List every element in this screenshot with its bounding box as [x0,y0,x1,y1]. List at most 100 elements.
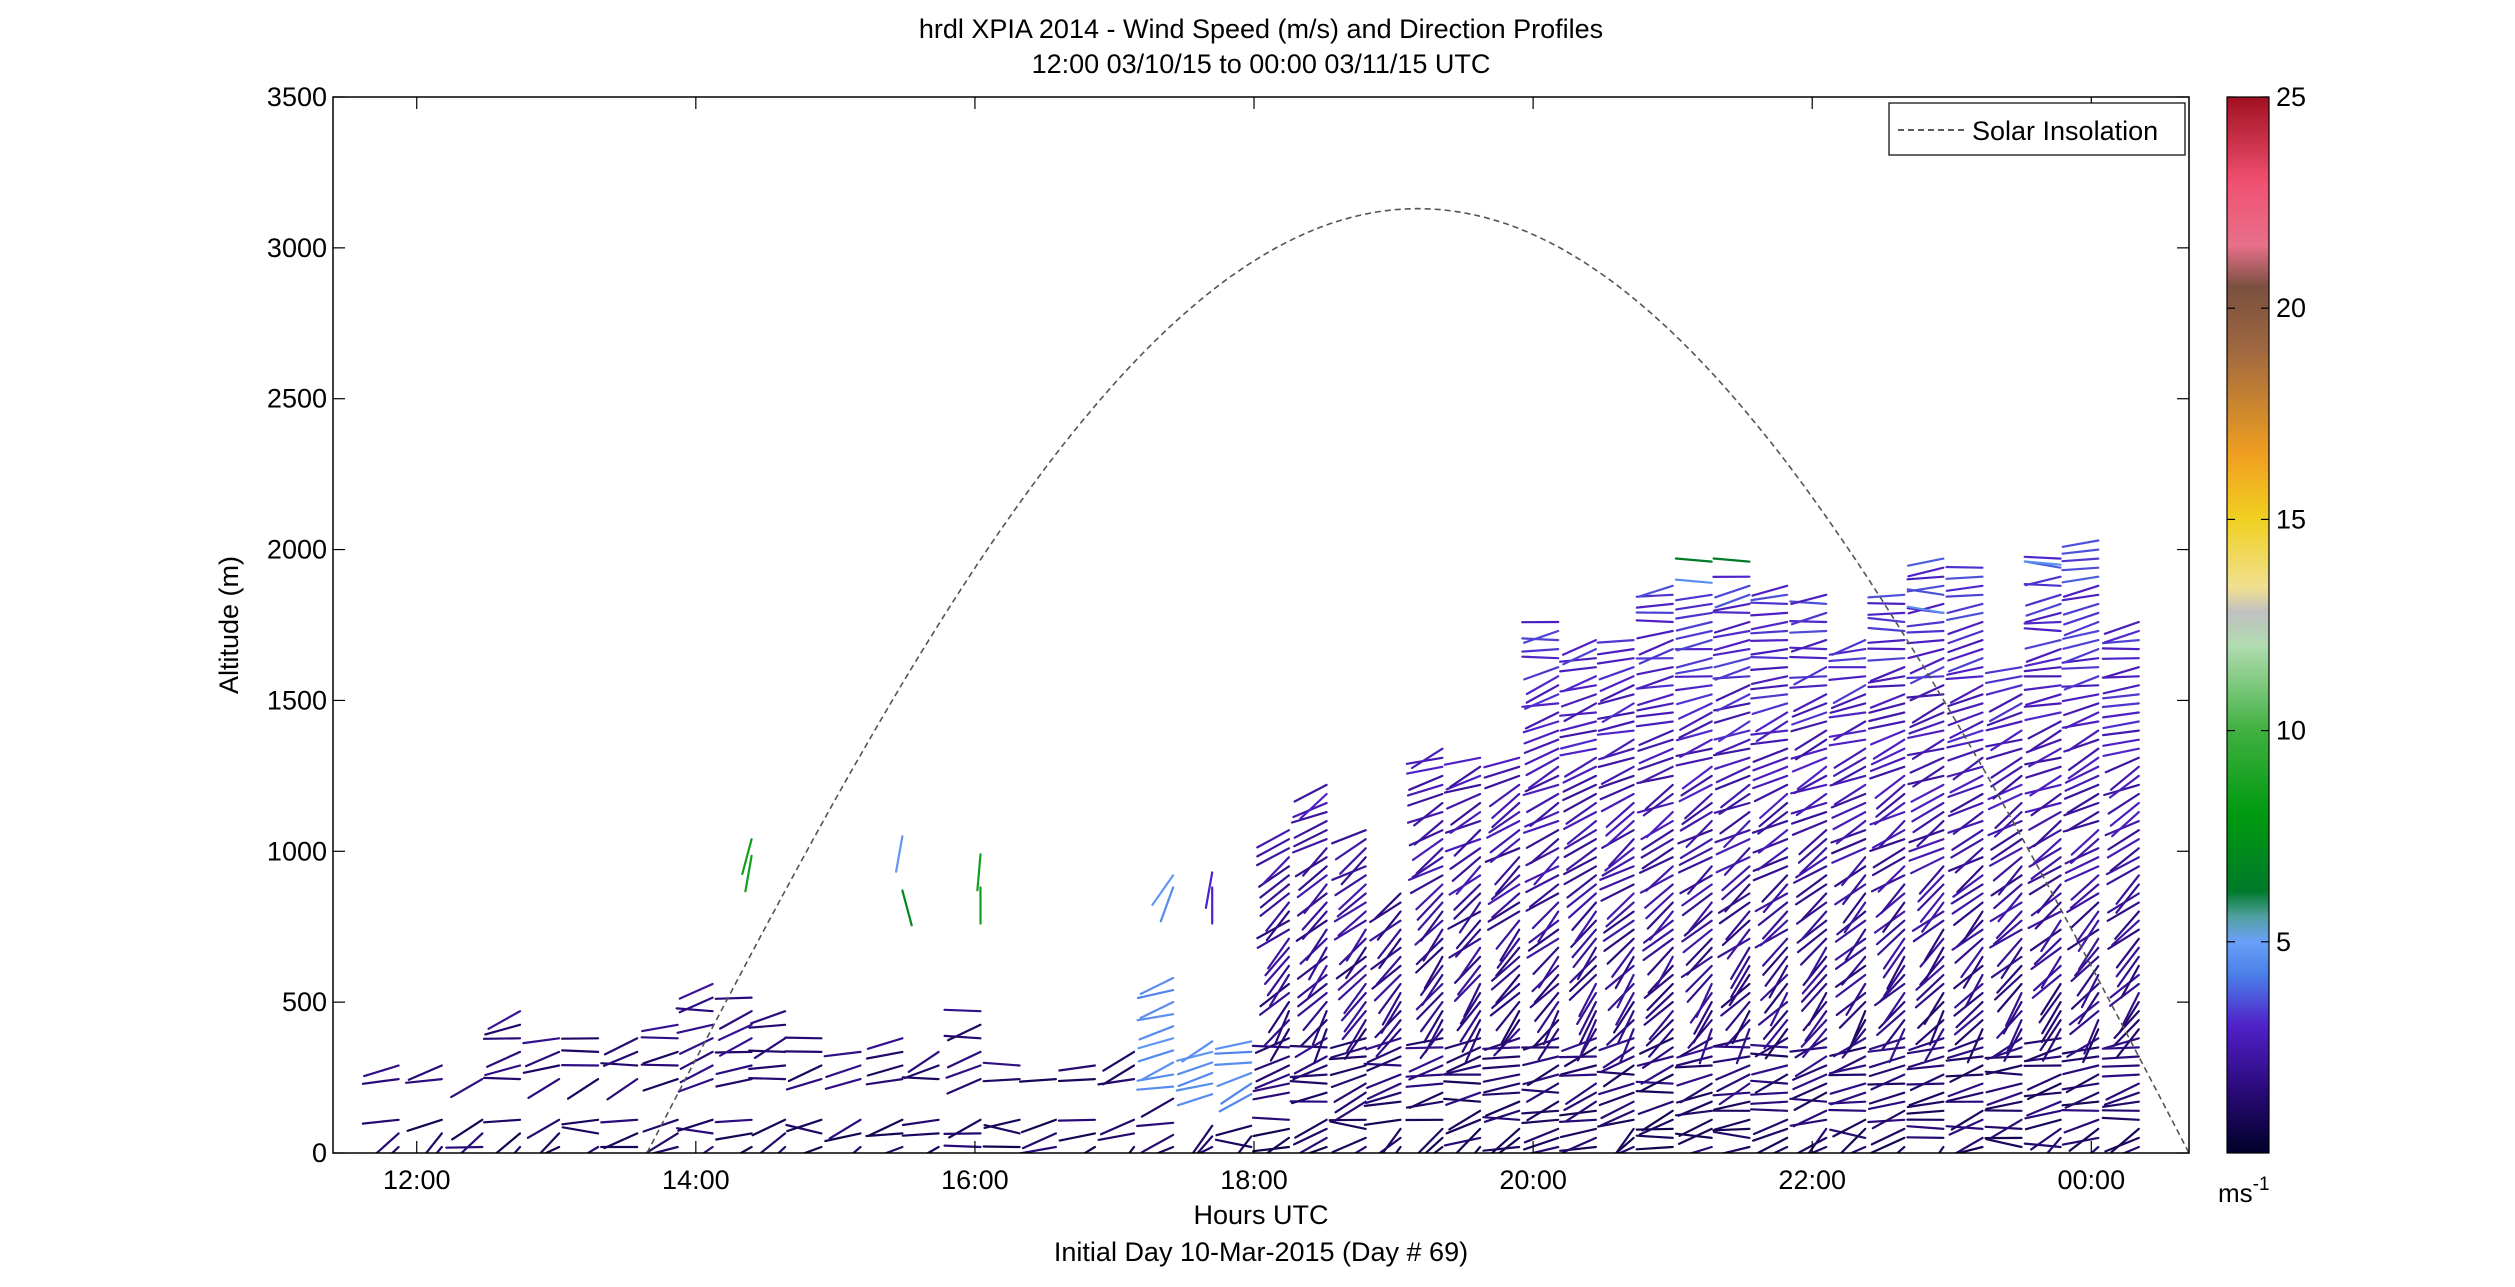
wind-barb [1836,966,1865,987]
wind-barb [1568,885,1596,907]
wind-barb [1836,939,1865,960]
wind-barb [1752,595,1788,600]
wind-barb [1834,758,1865,776]
wind-barb [568,1079,598,1099]
wind-barb [1912,794,1944,811]
wind-barb [903,1133,939,1135]
wind-barb [1753,703,1788,714]
wind-barb [902,891,911,926]
colorbar-tick-label: 20 [2276,293,2306,323]
wind-barb [1948,821,1982,833]
wind-barb [825,1052,861,1056]
wind-barb [1872,1129,1905,1145]
wind-barb [409,1066,442,1080]
wind-barb [1561,722,1596,731]
wind-barb [1217,1126,1252,1135]
wind-barb [1947,676,1983,679]
wind-barb [2066,848,2099,863]
wind-barb [1099,1133,1134,1140]
wind-barb [1868,658,1904,660]
wind-barb [1752,1066,1787,1075]
wind-barb [1294,830,1326,846]
wind-barb [1843,1029,1866,1057]
wind-barb [681,1052,713,1069]
wind-barb [1923,1147,1944,1176]
wind-barb [1408,785,1442,796]
colorbar-unit-label: ms-1 [2218,1174,2270,1208]
wind-barb [1753,586,1788,596]
wind-barb [1332,1075,1366,1087]
wind-barb [1725,885,1749,912]
wind-barb [1539,957,1558,988]
wind-barb [523,1038,559,1043]
wind-barb [1836,975,1865,997]
wind-barb [1484,1084,1519,1093]
wind-barb [1911,1075,1944,1090]
wind-barb [1950,1066,1982,1082]
wind-barb [1457,1147,1480,1174]
wind-barb [1598,658,1634,663]
wind-barb [1451,848,1481,869]
wind-barb [1908,622,1944,626]
wind-barb [1253,1118,1289,1120]
wind-barb [2103,722,2138,729]
wind-barb [1335,1084,1366,1102]
wind-barb [1569,894,1596,918]
wind-barb [1908,559,1943,566]
wind-barb [1991,767,2021,787]
wind-barb [1637,722,1673,727]
wind-barb [1954,903,1982,925]
wind-barb [563,1127,598,1133]
wind-barb [2062,568,2098,571]
wind-barb [1445,758,1480,765]
wind-barb [826,1066,860,1077]
wind-barb [2064,703,2098,715]
wind-barb [1868,613,1904,615]
wind-barb [1112,1147,1134,1176]
wind-barb [945,1036,981,1038]
wind-barb [1484,1075,1519,1082]
wind-barb [419,1133,441,1161]
wind-barb [1829,1075,1865,1076]
wind-barb [984,1063,1020,1066]
wind-barb [1331,1066,1366,1075]
wind-barb [1178,1063,1212,1075]
wind-barb [2063,541,2099,547]
wind-barb [1599,722,1634,731]
wind-barb [1715,713,1750,723]
wind-barb [833,1147,860,1170]
wind-barb [1683,894,1712,916]
wind-barb [1336,1093,1366,1113]
wind-barb [1992,758,2022,778]
wind-barb [1215,1052,1251,1054]
wind-barb [1484,758,1519,767]
wind-barb [949,1120,980,1138]
wind-barb [789,1066,822,1082]
wind-barb [1755,1138,1787,1155]
colorbar-tick-label: 25 [2276,82,2306,112]
wind-barb [1878,930,1904,955]
y-tick-label: 3000 [267,233,327,263]
wind-barb [1868,640,1904,643]
wind-barb [1848,1020,1866,1051]
wind-barb [1257,839,1289,856]
wind-barb [1918,821,1944,846]
wind-barb [1460,948,1480,978]
wind-barb [1059,1079,1095,1081]
wind-barb [1677,622,1712,631]
colorbar-tick-label: 5 [2276,927,2291,957]
wind-barb [642,1025,678,1031]
wind-barb [562,1120,598,1125]
wind-barb [678,1025,713,1033]
wind-barb [907,1147,938,1165]
wind-barb [867,1052,902,1059]
wind-barb [1676,667,1711,673]
wind-barb [1560,1075,1596,1076]
wind-barb [1999,866,2022,894]
wind-barb [1794,694,1826,711]
wind-barb [446,1147,482,1148]
wind-barb [1717,767,1750,782]
wind-barb [1522,703,1558,706]
wind-barb [1639,1102,1673,1114]
